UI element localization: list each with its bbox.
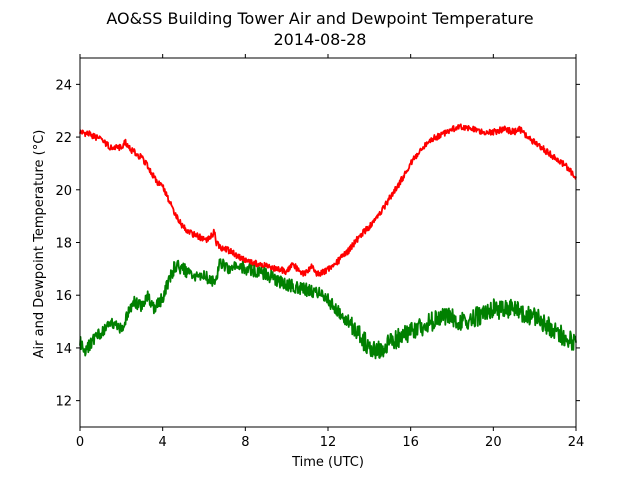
x-tick-label: 16	[402, 435, 419, 450]
x-axis-ticks: 0 4 8 12 16 20 24	[76, 54, 584, 450]
plot-area	[79, 123, 577, 360]
x-axis-label: Time (UTC)	[291, 455, 364, 470]
y-tick-label: 18	[55, 237, 72, 252]
y-tick-label: 16	[55, 289, 72, 304]
x-tick-label: 8	[241, 435, 249, 450]
dewpoint-temperature-line	[79, 258, 577, 360]
y-tick-label: 12	[55, 395, 72, 410]
x-tick-label: 12	[320, 435, 337, 450]
air-temperature-line	[79, 123, 577, 277]
x-tick-label: 20	[485, 435, 502, 450]
chart-subtitle: 2014-08-28	[274, 30, 367, 49]
chart-title: AO&SS Building Tower Air and Dewpoint Te…	[106, 9, 533, 28]
y-axis-ticks: 12 14 16 18 20 22 24	[55, 78, 580, 410]
y-tick-label: 20	[55, 184, 72, 199]
y-tick-label: 14	[55, 342, 72, 357]
x-tick-label: 0	[76, 435, 84, 450]
plot-frame	[79, 57, 577, 428]
y-tick-label: 22	[55, 131, 72, 146]
x-tick-label: 4	[159, 435, 167, 450]
y-axis-label: Air and Dewpoint Temperature (°C)	[32, 130, 47, 359]
y-tick-label: 24	[55, 78, 72, 93]
x-tick-label: 24	[568, 435, 585, 450]
